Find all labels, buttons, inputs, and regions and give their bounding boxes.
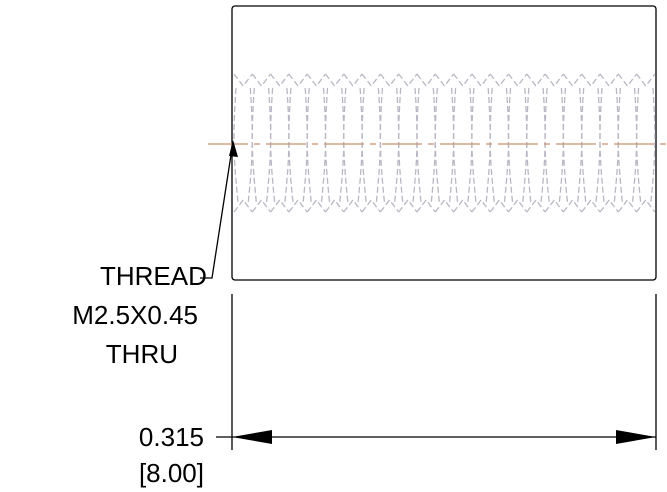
thread-crest (361, 73, 381, 213)
thread-crest (507, 73, 528, 213)
thread-crest (306, 73, 327, 213)
thread-helix (398, 87, 418, 203)
thread-helix (635, 87, 656, 203)
thread-crest (379, 73, 400, 213)
leader-arrowhead (229, 140, 238, 157)
thread-helix (544, 87, 565, 203)
thread-crest (288, 73, 308, 213)
thread-crest (636, 73, 656, 213)
thread-helix (617, 87, 638, 203)
thread-callout-line2: M2.5X0.45 (72, 300, 198, 330)
thread-helix (288, 87, 308, 203)
callout-leader (200, 141, 234, 279)
thread-helix (379, 87, 400, 203)
thread-helix (489, 87, 510, 203)
thread-crest (324, 73, 345, 213)
thread-crest (562, 73, 583, 213)
thread-helix (507, 87, 528, 203)
thread-crest (398, 73, 418, 213)
thread-helix (251, 87, 272, 203)
thread-helix (361, 87, 382, 203)
thread-crest (526, 73, 546, 213)
dimension-inches: 0.315 (138, 422, 204, 452)
thread-crest (270, 73, 290, 213)
thread-crest (343, 73, 363, 213)
thread-helix (416, 87, 436, 203)
thread-helix (452, 87, 473, 203)
dimension-arrow-left (232, 430, 272, 444)
thread-hidden-lines (233, 73, 656, 213)
thread-crest (599, 73, 619, 213)
dimension-millimeters: [8.00] (138, 458, 204, 488)
thread-crest (434, 73, 455, 213)
thread-crest (581, 73, 601, 213)
thread-callout-line3: THRU (105, 339, 178, 369)
thread-helix (306, 87, 327, 203)
dimension-arrow-right (616, 430, 656, 444)
thread-callout-line1: THREAD (100, 261, 207, 291)
thread-crest (544, 73, 564, 213)
thread-helix (562, 87, 583, 203)
thread-crest (471, 73, 491, 213)
thread-crest (617, 73, 638, 213)
thread-helix (526, 87, 546, 203)
thread-helix (343, 87, 363, 203)
thread-helix (599, 87, 619, 203)
thread-crest (489, 73, 510, 213)
thread-helix (471, 87, 491, 203)
thread-crest (453, 73, 473, 213)
thread-crest (251, 73, 272, 213)
thread-crest (233, 73, 253, 213)
thread-crest (416, 73, 436, 213)
thread-helix (269, 87, 290, 203)
thread-helix (434, 87, 455, 203)
thread-helix (233, 87, 253, 203)
thread-helix (324, 87, 345, 203)
thread-helix (581, 87, 601, 203)
part-outline (231, 5, 657, 281)
